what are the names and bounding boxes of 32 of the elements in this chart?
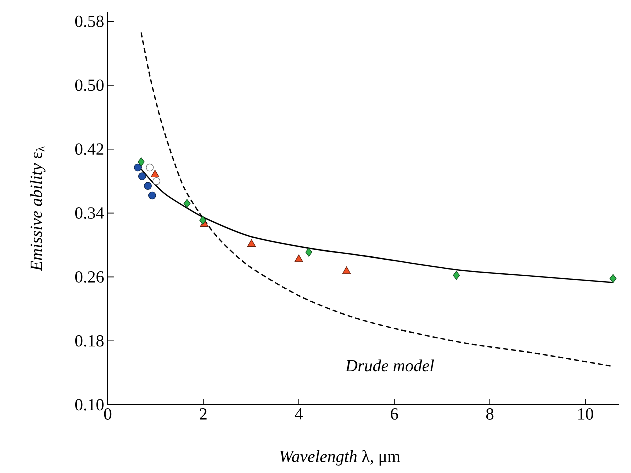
x-tick-label: 2 [200,408,207,420]
point [152,177,161,186]
y-tick-label: 0.26 [75,271,104,283]
point [294,254,304,262]
point [453,271,460,280]
point [200,216,206,225]
point [134,164,142,172]
point [151,170,160,178]
y-tick-label: 0.10 [75,399,104,411]
y-tick-label: 0.34 [75,208,104,220]
point [138,172,146,180]
x-tick-label: 6 [391,408,398,420]
point [306,248,312,257]
point [342,266,352,274]
y-tick-label: 0.50 [75,80,104,92]
y-axis-title: Emissive ability ε$_{λ}$ [30,146,46,272]
point [138,158,145,167]
x-tick-label: 10 [578,408,594,420]
y-tick-label: 0.42 [75,144,104,156]
x-tick-label: 8 [486,408,494,420]
point [146,164,154,172]
point [144,182,152,190]
y-tick-label: 0.18 [75,335,104,347]
point [247,240,256,248]
annotation: Drude model [345,360,434,372]
x-axis-title: Wavelength λ, μm [280,450,400,466]
y-tick-label: 0.58 [75,16,104,28]
point [184,199,191,208]
point [610,274,617,284]
x-tick-label: 4 [295,408,303,420]
x-tick-label: 0 [104,408,112,420]
point [148,192,156,200]
